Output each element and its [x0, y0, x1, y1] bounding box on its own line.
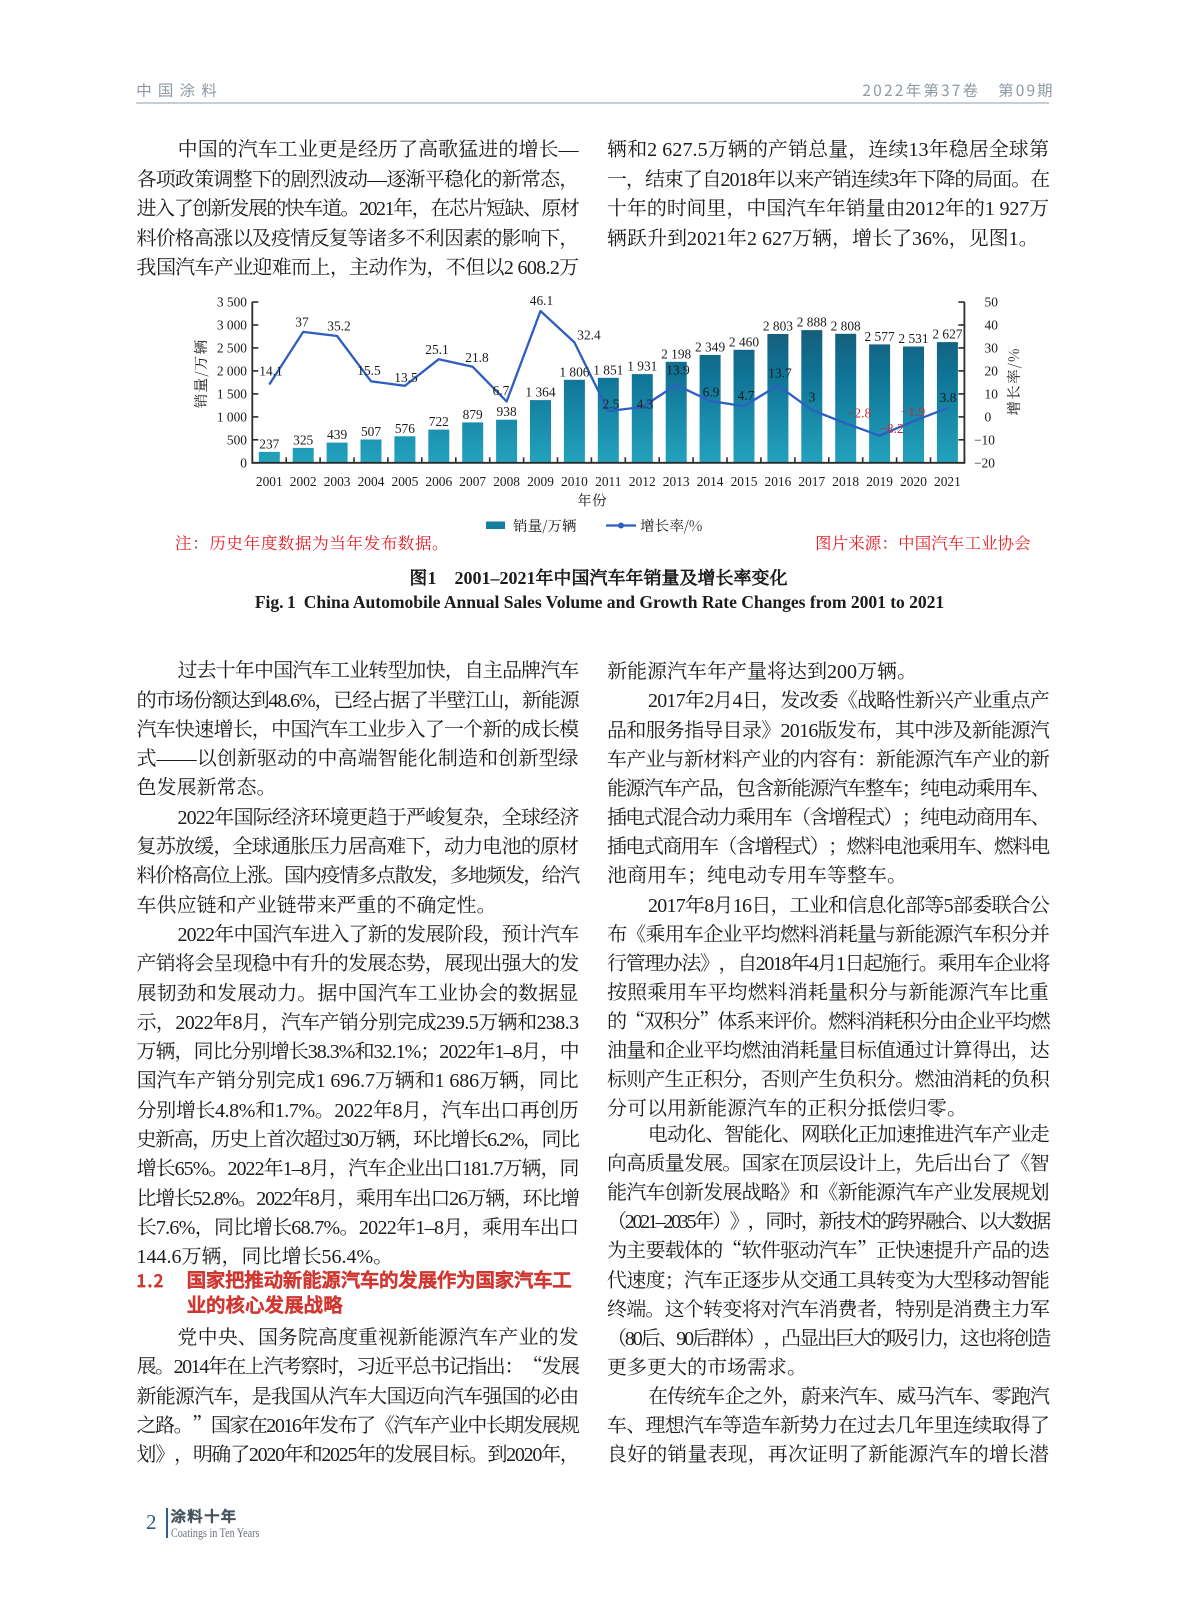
- svg-text:2002: 2002: [290, 474, 317, 489]
- svg-text:2004: 2004: [358, 474, 385, 489]
- svg-text:21.8: 21.8: [465, 350, 489, 365]
- svg-text:500: 500: [227, 433, 247, 448]
- svg-text:2010: 2010: [561, 474, 588, 489]
- svg-text:2 198: 2 198: [661, 346, 691, 361]
- svg-text:销量/万辆: 销量/万辆: [513, 515, 577, 536]
- svg-text:2 000: 2 000: [217, 364, 247, 379]
- svg-text:237: 237: [259, 436, 279, 451]
- svg-text:增长率/%: 增长率/%: [1003, 347, 1024, 415]
- svg-text:938: 938: [497, 404, 517, 419]
- svg-text:2 888: 2 888: [797, 315, 827, 330]
- svg-text:2020: 2020: [900, 474, 927, 489]
- svg-text:2017: 2017: [798, 474, 825, 489]
- svg-text:2018: 2018: [832, 474, 859, 489]
- svg-text:46.1: 46.1: [530, 293, 553, 308]
- svg-text:2 577: 2 577: [865, 329, 895, 344]
- svg-text:30: 30: [985, 341, 999, 356]
- svg-text:4.7: 4.7: [738, 388, 755, 403]
- svg-text:增长率/%: 增长率/%: [640, 515, 702, 536]
- svg-text:2 627: 2 627: [932, 327, 962, 342]
- svg-text:32.4: 32.4: [577, 328, 601, 343]
- svg-text:0: 0: [240, 456, 247, 471]
- svg-text:2009: 2009: [527, 474, 554, 489]
- svg-text:37: 37: [295, 315, 309, 330]
- svg-text:2016: 2016: [765, 474, 792, 489]
- svg-text:15.5: 15.5: [357, 363, 381, 378]
- svg-text:1 500: 1 500: [217, 387, 247, 402]
- svg-text:−8.2: −8.2: [879, 421, 903, 436]
- svg-text:2011: 2011: [595, 474, 621, 489]
- svg-text:50: 50: [985, 295, 999, 310]
- svg-text:2012: 2012: [629, 474, 656, 489]
- svg-text:−20: −20: [974, 456, 995, 471]
- svg-text:6.9: 6.9: [703, 385, 720, 400]
- svg-text:2014: 2014: [697, 474, 724, 489]
- svg-text:13.7: 13.7: [768, 366, 792, 381]
- svg-text:2 500: 2 500: [217, 341, 247, 356]
- svg-text:1 000: 1 000: [217, 410, 247, 425]
- svg-text:10: 10: [985, 387, 999, 402]
- svg-text:1 931: 1 931: [627, 359, 657, 374]
- svg-text:3: 3: [809, 390, 816, 405]
- svg-text:−2.8: −2.8: [847, 406, 872, 421]
- svg-text:722: 722: [429, 414, 449, 429]
- svg-text:13.5: 13.5: [394, 370, 418, 385]
- svg-text:2001: 2001: [256, 474, 283, 489]
- svg-text:−10: −10: [974, 433, 995, 448]
- svg-text:4.3: 4.3: [637, 397, 654, 412]
- svg-text:2 531: 2 531: [898, 331, 928, 346]
- svg-text:2 808: 2 808: [831, 318, 861, 333]
- svg-text:2 803: 2 803: [763, 319, 793, 334]
- svg-text:20: 20: [985, 364, 999, 379]
- svg-text:2006: 2006: [425, 474, 452, 489]
- svg-text:2013: 2013: [663, 474, 690, 489]
- svg-text:0: 0: [985, 410, 992, 425]
- svg-text:507: 507: [361, 424, 381, 439]
- svg-text:年份: 年份: [577, 490, 607, 511]
- svg-text:1 851: 1 851: [593, 362, 623, 377]
- svg-text:2003: 2003: [324, 474, 351, 489]
- svg-text:2 460: 2 460: [729, 334, 759, 349]
- svg-text:879: 879: [463, 407, 483, 422]
- svg-text:25.1: 25.1: [425, 342, 448, 357]
- svg-text:576: 576: [395, 421, 415, 436]
- svg-text:35.2: 35.2: [327, 319, 350, 334]
- svg-text:40: 40: [985, 318, 999, 333]
- svg-text:439: 439: [327, 427, 347, 442]
- svg-text:−1.9: −1.9: [901, 404, 926, 419]
- svg-text:2015: 2015: [731, 474, 758, 489]
- svg-text:2007: 2007: [459, 474, 486, 489]
- svg-text:3 000: 3 000: [217, 318, 247, 333]
- svg-text:2.5: 2.5: [603, 397, 620, 412]
- svg-text:1 806: 1 806: [559, 364, 589, 379]
- svg-text:1 364: 1 364: [525, 385, 555, 400]
- svg-text:2005: 2005: [392, 474, 419, 489]
- svg-text:销量/万辆: 销量/万辆: [190, 339, 211, 409]
- svg-text:2021: 2021: [934, 474, 961, 489]
- svg-text:325: 325: [293, 432, 313, 447]
- svg-text:3.8: 3.8: [940, 390, 957, 405]
- svg-text:6.7: 6.7: [493, 383, 510, 398]
- svg-text:2008: 2008: [493, 474, 520, 489]
- svg-text:13.9: 13.9: [666, 363, 690, 378]
- svg-text:14.1: 14.1: [259, 364, 282, 379]
- svg-text:3 500: 3 500: [217, 295, 247, 310]
- svg-text:2 349: 2 349: [695, 339, 725, 354]
- svg-text:2019: 2019: [866, 474, 893, 489]
